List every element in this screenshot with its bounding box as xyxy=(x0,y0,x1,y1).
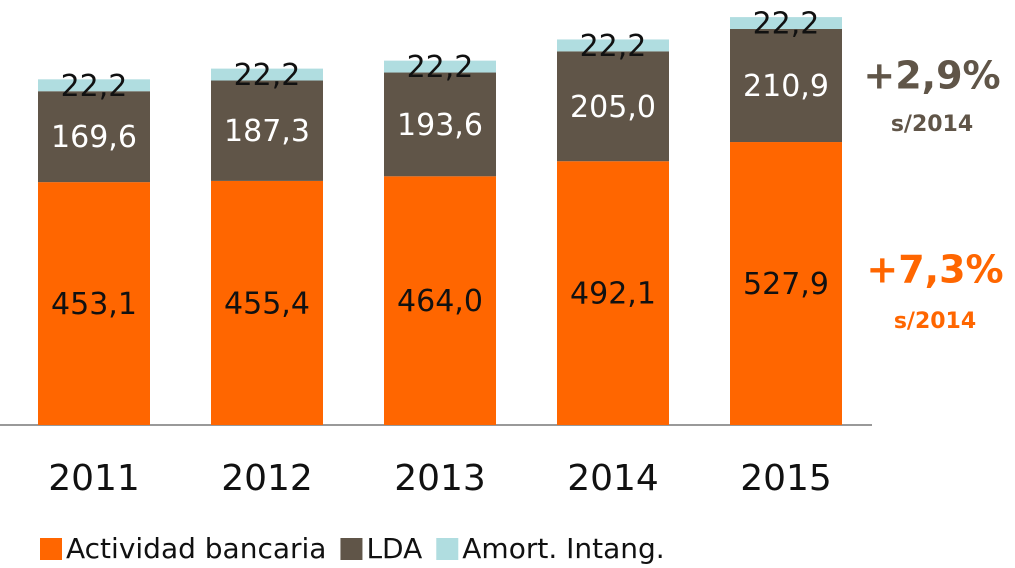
bar-segment xyxy=(211,80,323,181)
value-label: 527,9 xyxy=(743,267,829,302)
bar-segment xyxy=(38,79,150,92)
annotation-sub: s/2014 xyxy=(894,309,976,334)
x-tick-label: 2015 xyxy=(740,458,832,499)
x-tick-label: 2014 xyxy=(567,458,659,499)
bar-segment xyxy=(557,51,669,162)
legend-label: Amort. Intang. xyxy=(462,532,664,565)
value-label: 169,6 xyxy=(51,120,137,155)
legend-swatch xyxy=(340,538,363,560)
bar-segment xyxy=(211,68,323,81)
legend-label: LDA xyxy=(366,532,422,565)
legend-swatch xyxy=(40,538,62,560)
annotation: +2,9% xyxy=(863,54,1000,98)
value-label: 464,0 xyxy=(397,284,483,319)
legend-swatch xyxy=(436,538,459,560)
bar-segment xyxy=(730,142,842,425)
value-label: 22,2 xyxy=(407,50,474,85)
bar-segment xyxy=(384,60,496,73)
legend-label: Actividad bancaria xyxy=(66,532,326,565)
bar-segment xyxy=(38,182,150,425)
value-label: 22,2 xyxy=(753,7,820,42)
bar-segment xyxy=(38,91,150,183)
value-label: 22,2 xyxy=(234,58,301,93)
value-label: 22,2 xyxy=(580,29,647,64)
value-label: 453,1 xyxy=(51,287,137,322)
value-label: 492,1 xyxy=(570,277,656,312)
value-label: 22,2 xyxy=(61,69,128,104)
x-tick-label: 2013 xyxy=(394,458,486,499)
value-label: 455,4 xyxy=(224,286,310,321)
bar-segment xyxy=(730,17,842,30)
value-label: 187,3 xyxy=(224,114,310,149)
annotation: +7,3% xyxy=(866,248,1003,292)
x-tick-label: 2011 xyxy=(48,458,140,499)
bar-segment xyxy=(557,39,669,52)
bar-segment xyxy=(557,161,669,425)
value-label: 205,0 xyxy=(570,90,656,125)
annotation-sub: s/2014 xyxy=(891,112,973,137)
bar-segment xyxy=(211,180,323,425)
bar-segment xyxy=(384,72,496,177)
bar-segment xyxy=(730,29,842,143)
x-tick-label: 2012 xyxy=(221,458,313,499)
bar-segment xyxy=(384,176,496,425)
value-label: 210,9 xyxy=(743,69,829,104)
value-label: 193,6 xyxy=(397,108,483,143)
